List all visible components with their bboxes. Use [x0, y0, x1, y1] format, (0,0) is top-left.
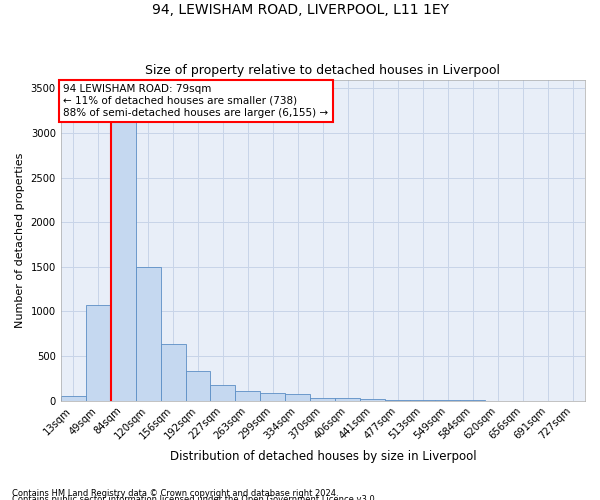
Text: Contains public sector information licensed under the Open Government Licence v3: Contains public sector information licen…: [12, 495, 377, 500]
Y-axis label: Number of detached properties: Number of detached properties: [15, 152, 25, 328]
Bar: [110, 93, 136, 400]
Bar: [61, 396, 86, 400]
Title: Size of property relative to detached houses in Liverpool: Size of property relative to detached ho…: [145, 64, 500, 77]
Bar: [310, 398, 335, 400]
Bar: [211, 385, 235, 400]
Text: Contains HM Land Registry data © Crown copyright and database right 2024.: Contains HM Land Registry data © Crown c…: [12, 488, 338, 498]
Bar: [161, 344, 185, 400]
X-axis label: Distribution of detached houses by size in Liverpool: Distribution of detached houses by size …: [170, 450, 476, 462]
Bar: [235, 391, 260, 400]
Bar: [185, 371, 211, 400]
Text: 94, LEWISHAM ROAD, LIVERPOOL, L11 1EY: 94, LEWISHAM ROAD, LIVERPOOL, L11 1EY: [151, 2, 449, 16]
Bar: [286, 394, 310, 400]
Bar: [86, 305, 110, 400]
Text: 94 LEWISHAM ROAD: 79sqm
← 11% of detached houses are smaller (738)
88% of semi-d: 94 LEWISHAM ROAD: 79sqm ← 11% of detache…: [63, 84, 328, 117]
Bar: [335, 398, 360, 400]
Bar: [136, 267, 161, 400]
Bar: [260, 392, 286, 400]
